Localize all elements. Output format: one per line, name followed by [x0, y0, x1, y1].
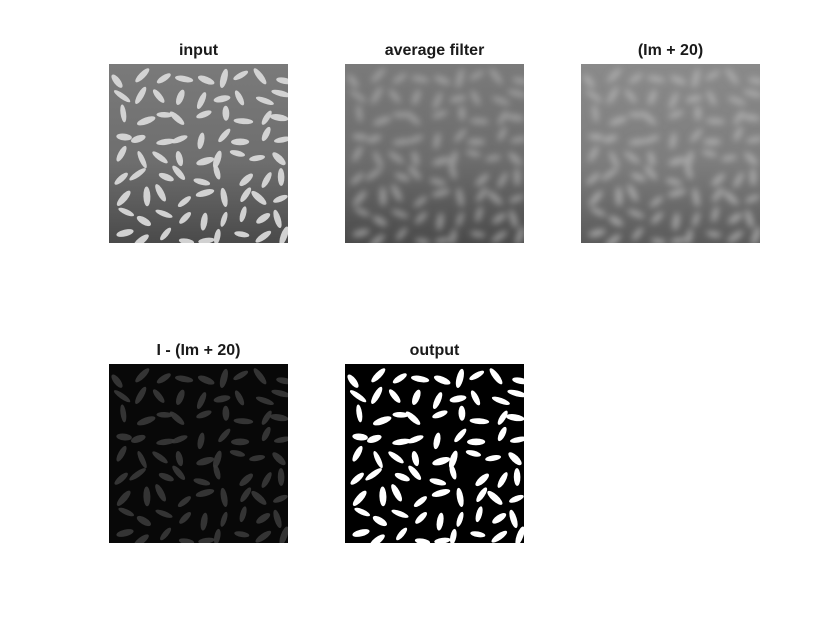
im-plus-20-image [581, 64, 760, 243]
panel-title: input [178, 42, 219, 59]
average-filter-image [345, 64, 524, 243]
input-image [109, 64, 288, 243]
panel-title: output [409, 342, 460, 359]
difference-image [109, 364, 288, 543]
output-image [345, 364, 524, 543]
panel-title: I - (Im + 20) [156, 342, 241, 359]
panel-title: (Im + 20) [637, 42, 704, 59]
panel-title: average filter [384, 42, 485, 59]
